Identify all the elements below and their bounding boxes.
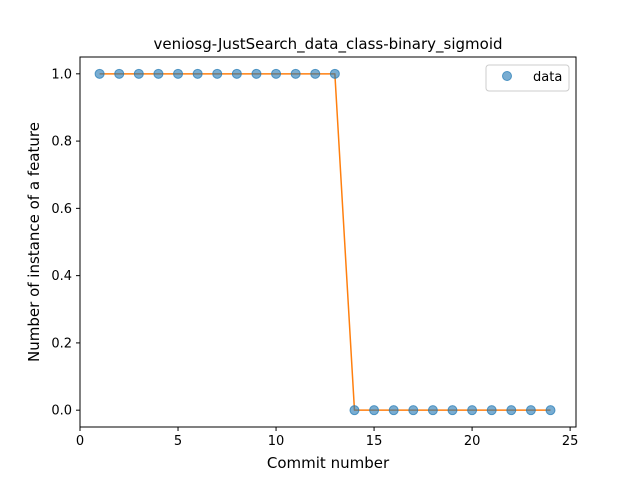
legend: data [485,64,570,92]
axes-frame [79,56,577,428]
y-tick-label: 0.4 [51,269,72,284]
data-point [271,68,282,79]
data-point [114,68,125,79]
data-point [310,68,321,79]
y-tick-label: 0.2 [51,336,72,351]
data-point [133,68,144,79]
data-point [329,68,340,79]
legend-marker [502,71,512,81]
data-point [447,405,458,416]
data-point [408,405,419,416]
data-point [427,405,438,416]
data-point [545,405,556,416]
data-point [153,68,164,79]
y-tick-label: 0.6 [51,202,72,217]
x-tick-label: 15 [366,434,383,449]
y-tick-label: 0.8 [51,135,72,150]
x-tick-label: 25 [562,434,579,449]
x-tick-label: 20 [464,434,481,449]
data-point [192,68,203,79]
data-point [251,68,262,79]
data-point [506,405,517,416]
chart-title: veniosg-JustSearch_data_class-binary_sig… [153,35,502,54]
x-axis-label: Commit number [267,454,390,472]
data-point [231,68,242,79]
x-tick-label: 5 [174,434,182,449]
data-point [212,68,223,79]
data-point [467,405,478,416]
x-tick-label: 0 [76,434,84,449]
data-point [349,405,360,416]
data-point [369,405,380,416]
data-point [388,405,399,416]
y-tick-label: 0.0 [51,404,72,419]
data-point [94,68,105,79]
data-point [486,405,497,416]
legend-label: data [533,70,562,85]
data-point [173,68,184,79]
y-tick-label: 1.0 [51,67,72,82]
series-line [99,73,551,411]
data-point [290,68,301,79]
x-tick-label: 10 [268,434,285,449]
y-axis-label: Number of instance of a feature [25,122,43,362]
plot-area [94,68,556,416]
data-point [525,405,536,416]
axes: 0 5 10 15 20 25 0.0 0.2 0.4 0.6 0.8 1.0 [51,56,579,449]
